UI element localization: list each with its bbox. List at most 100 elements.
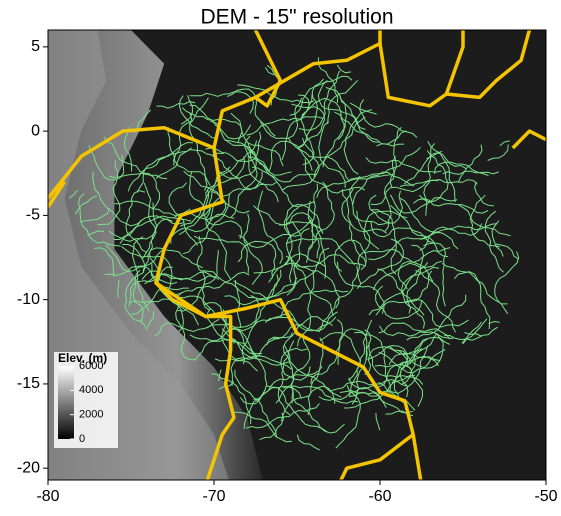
river xyxy=(406,294,467,341)
river xyxy=(390,205,449,258)
y-tick-label: 0 xyxy=(31,122,40,139)
river xyxy=(383,156,397,232)
river xyxy=(335,385,361,449)
river xyxy=(325,87,379,143)
river xyxy=(290,332,311,404)
legend: Elev. (m) 6000 4000 2000 0 xyxy=(54,351,118,448)
country-border xyxy=(48,180,67,208)
river xyxy=(462,318,488,345)
river xyxy=(313,116,366,178)
river xyxy=(92,172,142,227)
river xyxy=(243,213,263,285)
river xyxy=(441,262,508,305)
river xyxy=(296,434,321,451)
river xyxy=(413,198,489,214)
river xyxy=(272,311,338,340)
river xyxy=(297,78,324,150)
river xyxy=(491,220,504,257)
river xyxy=(370,179,439,206)
river xyxy=(334,239,367,272)
river xyxy=(224,269,282,306)
legend-tick-label: 6000 xyxy=(79,360,103,372)
river xyxy=(264,67,275,76)
river xyxy=(318,265,359,333)
river xyxy=(124,305,148,331)
river xyxy=(337,328,368,365)
river xyxy=(356,210,371,284)
river xyxy=(401,336,451,385)
river xyxy=(128,266,173,308)
river xyxy=(372,260,443,291)
river xyxy=(156,100,196,109)
river xyxy=(266,316,334,346)
river xyxy=(280,347,311,381)
river xyxy=(155,149,224,179)
river xyxy=(253,205,324,234)
river xyxy=(378,345,429,394)
river xyxy=(494,251,520,315)
river xyxy=(285,207,299,283)
river xyxy=(205,207,232,280)
legend-tick-label: 0 xyxy=(79,433,85,445)
river xyxy=(212,155,278,190)
river xyxy=(247,156,317,183)
river xyxy=(457,144,483,183)
river xyxy=(230,146,258,218)
river xyxy=(282,385,359,404)
river xyxy=(388,345,424,408)
river xyxy=(127,147,192,192)
river xyxy=(266,385,328,433)
river xyxy=(397,333,444,369)
river xyxy=(357,238,404,289)
river xyxy=(202,190,243,239)
river xyxy=(349,146,421,180)
river xyxy=(144,273,220,285)
x-tick-label: -70 xyxy=(202,488,225,505)
river xyxy=(444,326,498,341)
country-border xyxy=(212,30,283,149)
river xyxy=(280,385,336,422)
river xyxy=(283,203,323,238)
river xyxy=(94,247,115,277)
y-tick-label: -5 xyxy=(26,207,40,224)
x-tick-label: -60 xyxy=(368,488,391,505)
river xyxy=(123,126,133,172)
river xyxy=(257,190,283,265)
river xyxy=(283,344,342,398)
river xyxy=(74,195,98,215)
river xyxy=(87,230,105,236)
river xyxy=(241,313,291,365)
river xyxy=(97,160,121,226)
legend-title: Elev. (m) xyxy=(58,351,107,365)
river xyxy=(103,136,168,180)
river xyxy=(370,220,434,244)
river xyxy=(147,311,155,328)
river xyxy=(88,145,125,181)
map-title: DEM - 15" resolution xyxy=(200,6,393,29)
river xyxy=(423,242,447,307)
river xyxy=(78,193,121,247)
y-tick-label: -10 xyxy=(17,291,40,308)
river xyxy=(342,189,367,264)
river xyxy=(260,97,303,139)
river xyxy=(170,213,235,244)
river xyxy=(415,270,457,333)
river xyxy=(125,190,148,254)
river xyxy=(499,140,511,147)
river xyxy=(301,97,345,141)
river xyxy=(131,236,150,312)
river xyxy=(175,271,250,296)
river xyxy=(167,127,211,186)
river xyxy=(220,309,259,372)
river xyxy=(215,143,257,179)
river xyxy=(349,102,377,115)
river xyxy=(336,64,352,74)
river xyxy=(403,152,467,185)
river xyxy=(354,331,392,393)
x-tick-label: -80 xyxy=(36,488,59,505)
river xyxy=(211,373,249,429)
river xyxy=(374,355,439,368)
river xyxy=(327,80,358,125)
x-tick-label: -50 xyxy=(534,488,557,505)
river xyxy=(237,240,277,279)
